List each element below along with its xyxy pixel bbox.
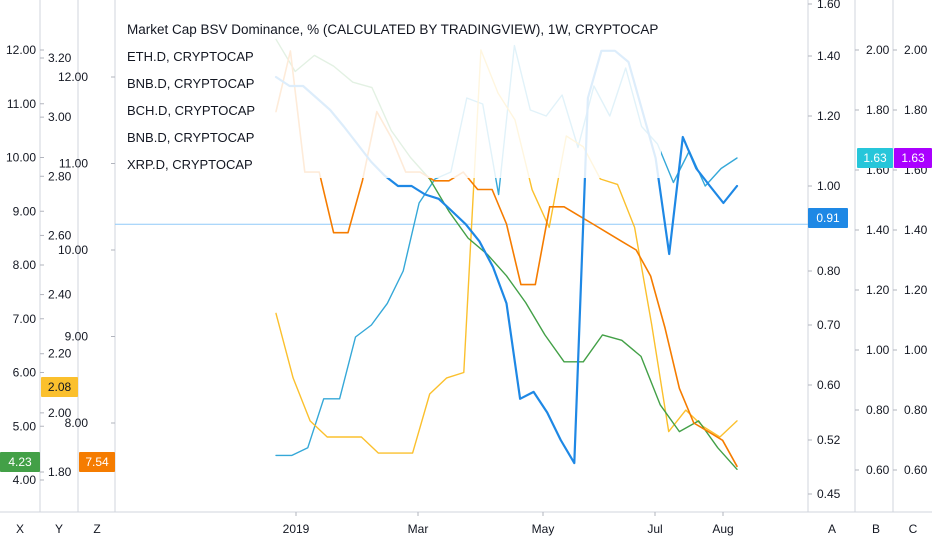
axis-tick-label: 1.20 (866, 283, 890, 297)
axis-tick-label: 0.52 (817, 433, 841, 447)
axis-tick-label: 6.00 (13, 366, 37, 380)
axis-tick-label: 3.20 (48, 51, 72, 65)
axis-tick-label: 4.00 (13, 473, 37, 487)
axis-tick-label: 2.00 (48, 406, 72, 420)
axis-letter-y: Y (55, 522, 63, 536)
axis-tick-label: 1.20 (817, 109, 841, 123)
axis-tick-label: 1.00 (817, 179, 841, 193)
axis-tick-label: 8.00 (13, 258, 37, 272)
axis-tick-label: 1.00 (866, 343, 890, 357)
legend-entry: BNB.D, CRYPTOCAP (127, 130, 255, 145)
axis-tick-label: 0.80 (904, 403, 928, 417)
value-badge-x (0, 452, 40, 472)
axis-tick-label: 2.40 (48, 288, 72, 302)
axis-tick-label: 9.00 (13, 204, 37, 218)
axis-letter-z: Z (93, 522, 100, 536)
time-tick-label: Mar (408, 522, 429, 536)
value-badge-label: 1.63 (901, 151, 925, 165)
axis-tick-label: 3.00 (48, 110, 72, 124)
axis-tick-label: 11.00 (59, 157, 88, 171)
axis-tick-label: 2.00 (866, 43, 890, 57)
legend-entry: ETH.D, CRYPTOCAP (127, 49, 254, 64)
value-badge-label: 4.23 (8, 455, 32, 469)
axis-tick-label: 2.60 (48, 228, 72, 242)
axis-tick-label: 9.00 (65, 330, 89, 344)
value-badge-label: 7.54 (85, 455, 109, 469)
legend-entry: XRP.D, CRYPTOCAP (127, 157, 253, 172)
axis-tick-label: 10.00 (6, 151, 36, 165)
axis-tick-label: 1.80 (904, 103, 928, 117)
axis-tick-label: 11.00 (7, 97, 36, 111)
axis-tick-label: 8.00 (65, 416, 89, 430)
axis-tick-label: 1.40 (866, 223, 890, 237)
axis-tick-label: 1.60 (817, 0, 841, 11)
axis-tick-label: 1.00 (904, 343, 928, 357)
chart-title: Market Cap BSV Dominance, % (CALCULATED … (127, 22, 659, 37)
axis-tick-label: 0.60 (904, 463, 928, 477)
time-tick-label: Jul (647, 522, 662, 536)
axis-tick-label: 1.40 (904, 223, 928, 237)
axis-tick-label: 2.00 (904, 43, 928, 57)
legend-entry: BCH.D, CRYPTOCAP (127, 103, 256, 118)
series-line (275, 50, 738, 468)
value-badge-a (808, 208, 848, 228)
chart-legend: Market Cap BSV Dominance, % (CALCULATED … (124, 16, 662, 178)
time-tick-label: May (532, 522, 555, 536)
axis-tick-label: 12.00 (6, 43, 36, 57)
axis-tick-label: 2.80 (48, 169, 72, 183)
axis-tick-label: 2.20 (48, 347, 72, 361)
legend-entry: BNB.D, CRYPTOCAP (127, 76, 255, 91)
value-badge-label: 2.08 (48, 380, 72, 394)
axis-tick-label: 0.70 (817, 318, 841, 332)
axis-letter-c: C (909, 522, 918, 536)
value-badge-label: 1.63 (863, 151, 887, 165)
axis-tick-label: 0.80 (817, 264, 841, 278)
value-badge-label: 0.91 (816, 211, 840, 225)
time-tick-label: Aug (712, 522, 733, 536)
axis-letter-x: X (16, 522, 24, 536)
axis-tick-label: 0.60 (866, 463, 890, 477)
axis-tick-label: 12.00 (58, 70, 88, 84)
value-badge-b (857, 148, 893, 168)
axis-tick-label: 0.45 (817, 487, 841, 501)
value-badge-c (894, 148, 932, 168)
axis-letter-b: B (872, 522, 880, 536)
axis-tick-label: 0.60 (817, 378, 841, 392)
axis-tick-label: 7.00 (13, 312, 37, 326)
value-badge-y (41, 377, 78, 397)
time-tick-label: 2019 (283, 522, 310, 536)
axis-tick-label: 1.40 (817, 49, 841, 63)
axis-tick-label: 1.80 (866, 103, 890, 117)
axis-tick-label: 5.00 (13, 419, 37, 433)
value-badge-z (79, 452, 115, 472)
axis-letter-a: A (828, 522, 836, 536)
axis-tick-label: 10.00 (58, 243, 88, 257)
axis-tick-label: 1.20 (904, 283, 928, 297)
axis-tick-label: 1.80 (48, 465, 72, 479)
axis-tick-label: 0.80 (866, 403, 890, 417)
